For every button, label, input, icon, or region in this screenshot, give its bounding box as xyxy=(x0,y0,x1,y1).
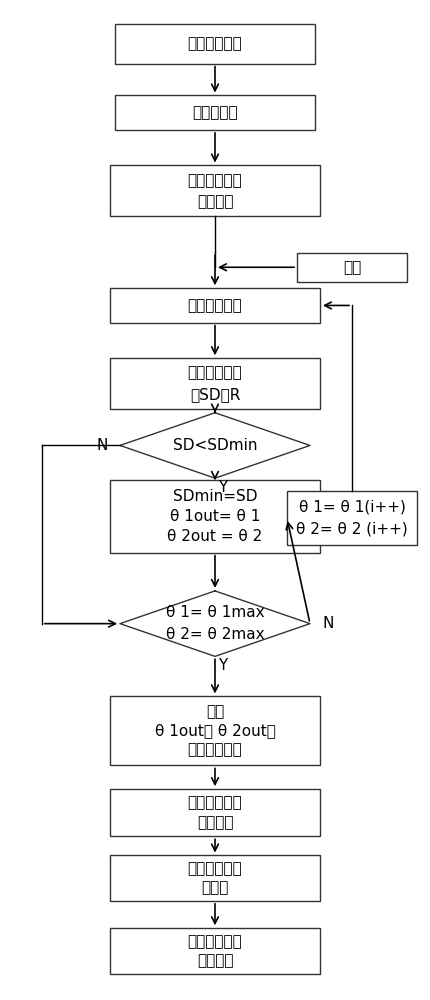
Bar xyxy=(110,696,320,765)
Text: 系统最终参数: 系统最终参数 xyxy=(187,742,243,757)
Bar xyxy=(110,789,320,836)
Text: θ 2= θ 2max: θ 2= θ 2max xyxy=(166,627,264,642)
Text: 噪声: 噪声 xyxy=(343,260,361,275)
Text: N: N xyxy=(96,438,108,453)
Text: 数初始化: 数初始化 xyxy=(197,194,233,209)
Bar xyxy=(115,24,315,64)
Text: θ 1= θ 1(i++): θ 1= θ 1(i++) xyxy=(298,499,405,514)
Text: SD<SDmin: SD<SDmin xyxy=(173,438,257,453)
Bar xyxy=(110,928,320,974)
Bar xyxy=(287,491,417,545)
Text: 计算线性拟合: 计算线性拟合 xyxy=(187,366,243,381)
Text: 双阈值系统参: 双阈值系统参 xyxy=(187,173,243,188)
Text: θ 2out = θ 2: θ 2out = θ 2 xyxy=(167,529,263,544)
Bar xyxy=(110,855,320,901)
Text: 双阈值检测器: 双阈值检测器 xyxy=(187,298,243,313)
Text: 代入回归方程: 代入回归方程 xyxy=(187,934,243,949)
Bar xyxy=(110,480,320,553)
Text: 度SD、R: 度SD、R xyxy=(190,387,240,402)
Text: Y: Y xyxy=(218,480,227,495)
Text: 预处理信号: 预处理信号 xyxy=(192,105,238,120)
Text: 得到浓度: 得到浓度 xyxy=(197,953,233,968)
Text: N: N xyxy=(322,616,334,631)
Text: θ 1out、 θ 2out为: θ 1out、 θ 2out为 xyxy=(154,723,276,738)
Text: 保存: 保存 xyxy=(206,704,224,719)
Text: 计算最大互相: 计算最大互相 xyxy=(187,861,243,876)
Bar xyxy=(110,288,320,323)
Text: SDmin=SD: SDmin=SD xyxy=(173,489,257,504)
Text: Y: Y xyxy=(218,658,227,673)
Text: 输出信号: 输出信号 xyxy=(197,815,233,830)
Bar xyxy=(110,165,320,216)
Text: 原始电阻信号: 原始电阻信号 xyxy=(187,36,243,51)
Text: θ 1= θ 1max: θ 1= θ 1max xyxy=(166,605,264,620)
Text: θ 1out= θ 1: θ 1out= θ 1 xyxy=(170,509,260,524)
Text: 关系数: 关系数 xyxy=(201,880,229,895)
Bar xyxy=(115,95,315,130)
Bar xyxy=(297,253,407,282)
Bar xyxy=(110,358,320,409)
Text: 随机共振系统: 随机共振系统 xyxy=(187,795,243,810)
Text: θ 2= θ 2 (i++): θ 2= θ 2 (i++) xyxy=(296,522,408,537)
